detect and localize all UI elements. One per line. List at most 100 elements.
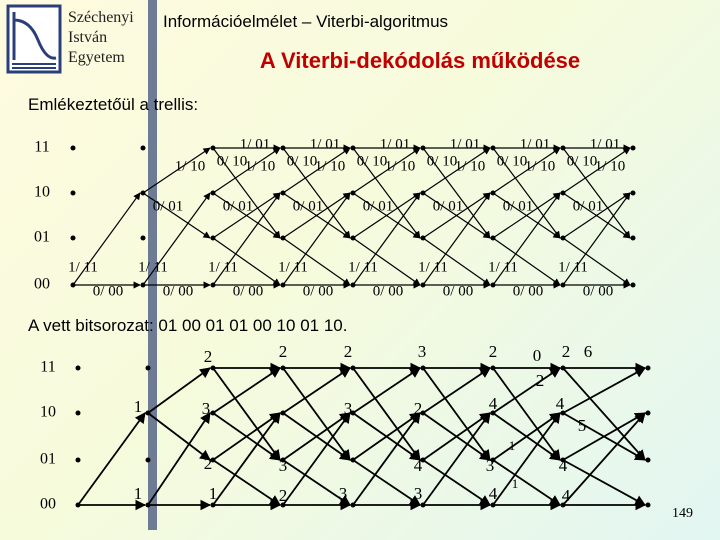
edge [422,147,491,239]
path-metric: 6 [584,342,593,361]
path-metric: 3 [344,399,353,418]
path-metric: 4 [414,456,423,475]
edge [212,147,281,194]
edge [422,237,491,286]
edge [562,192,631,286]
path-metric: 4 [556,394,565,413]
edge [562,147,631,239]
edge-label: 0/ 10 [287,153,317,169]
edge [492,459,561,506]
page-number: 149 [672,506,693,521]
edge-label: 0/ 00 [93,283,123,299]
edge [212,192,281,239]
path-metric: 3 [279,456,288,475]
logo-line: Széchenyi [68,9,134,26]
edge [282,412,351,461]
edge [142,147,211,194]
path-metric: 2 [204,347,213,366]
node [140,235,146,241]
edge [422,367,491,461]
path-metric: 1 [512,476,519,491]
edge-label: 1/ 10 [385,158,415,174]
edge [492,147,561,239]
path-metric: 3 [486,456,495,475]
edge [352,237,421,286]
edge [562,367,646,461]
edge-label: 0/ 00 [513,283,543,299]
path-metric: 2 [489,342,498,361]
edge [212,412,281,461]
path-metric: 2 [279,342,288,361]
edge-label: 1/ 11 [418,259,448,275]
edge-label: 0/ 01 [153,198,183,214]
edge [492,367,561,414]
edge [212,367,281,461]
edge [422,412,491,506]
path-metric: 2 [562,342,571,361]
edge-label: 0/ 00 [303,283,333,299]
edge [422,192,491,239]
edge [77,412,146,506]
edge [147,367,211,414]
edge [282,192,351,239]
edge-label: 0/ 01 [223,198,253,214]
edge [562,367,646,414]
edge [282,367,351,461]
edge-label: 1/ 10 [525,158,555,174]
state-label: 10 [34,184,50,201]
caption: A vett bitsorozat: 01 00 01 01 00 10 01 … [28,316,348,335]
edge-label: 0/ 10 [427,153,457,169]
node [645,365,651,371]
node [75,365,81,371]
edge [562,192,631,239]
state-label: 00 [40,496,56,513]
node [645,457,651,463]
edge-label: 1/ 01 [590,136,620,152]
edge-label: 0/ 10 [217,153,247,169]
edge-label: 1/ 10 [245,158,275,174]
path-metric: 3 [202,399,211,418]
state-label: 01 [40,451,56,468]
edge [352,147,421,239]
edge-label: 0/ 00 [233,283,263,299]
path-metric: 2 [344,342,353,361]
edge-label: 1/ 10 [175,158,205,174]
node [645,502,651,508]
edge [562,412,646,461]
path-metric: 4 [559,456,568,475]
node [630,145,636,151]
edge-label: 0/ 01 [573,198,603,214]
state-label: 11 [40,359,55,376]
edge [72,192,141,286]
edge-label: 1/ 11 [348,259,378,275]
edge [352,367,421,461]
edge [282,147,351,194]
edge [352,192,421,239]
edge-label: 0/ 00 [163,283,193,299]
edge-label: 1/ 11 [208,259,238,275]
logo-line: István [68,29,108,46]
edge [282,459,351,506]
edge-label: 1/ 10 [315,158,345,174]
state-label: 10 [40,404,56,421]
node [645,410,651,416]
node [75,410,81,416]
path-metric: 1 [209,484,218,503]
edge [352,412,421,461]
edge [352,459,421,506]
edge [147,412,211,461]
edge [212,147,281,239]
path-metric: 1 [134,397,143,416]
edge-label: 1/ 11 [488,259,518,275]
path-metric: 1 [134,484,143,503]
edge [212,412,281,506]
edge [492,147,561,194]
edge [492,412,561,506]
edge [492,192,561,286]
edge [142,192,211,239]
edge-label: 1/ 01 [520,136,550,152]
edge-label: 1/ 01 [450,136,480,152]
path-metric: 3 [339,484,348,503]
path-metric: 3 [414,484,423,503]
